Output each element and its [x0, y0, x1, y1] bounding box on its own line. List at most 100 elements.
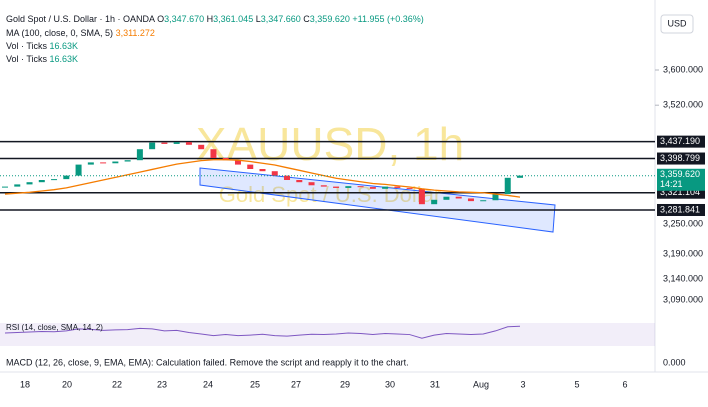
last-price-box — [657, 168, 705, 191]
x-tick-label: 3 — [520, 379, 525, 389]
vol-legend: Vol · Ticks 16.63K — [6, 41, 78, 51]
y-tick-label: 3,600.000 — [663, 64, 703, 74]
candle — [173, 142, 180, 144]
x-tick-label: 30 — [385, 379, 395, 389]
ohlc-label: O — [157, 14, 164, 24]
candle — [198, 144, 205, 150]
candle — [284, 175, 291, 180]
plot: 3,600.000 3,520.000 3,250.000 3,437.190 3,39… — [0, 64, 705, 389]
x-tick-label: 6 — [622, 379, 627, 389]
currency-button[interactable] — [660, 14, 694, 34]
x-tick-label: 18 — [20, 379, 30, 389]
candle — [382, 186, 389, 189]
symbol-name: Gold Spot / U.S. Dollar · 1h · OANDA — [6, 14, 155, 24]
candle — [38, 180, 45, 183]
candle — [394, 186, 401, 188]
ma-line — [4, 159, 521, 198]
ohlc-value: 3,347.670 — [164, 14, 204, 24]
level-label: 3,398.799 — [660, 153, 700, 163]
level-label: 3,437.190 — [660, 136, 700, 146]
volume-axis-label: 3,140.000 — [663, 273, 703, 283]
vol-legend: Vol · Ticks 16.63K — [6, 54, 78, 64]
vol-value: 16.63K — [50, 54, 79, 64]
candle — [63, 175, 70, 180]
x-tick-label: 29 — [340, 379, 350, 389]
candle — [247, 164, 254, 169]
x-tick-label: 5 — [574, 379, 579, 389]
x-tick-label: Aug — [473, 379, 489, 389]
candle — [296, 180, 303, 183]
last-price: 3,359.620 — [660, 169, 700, 179]
candle — [308, 182, 315, 186]
x-tick-label: 24 — [203, 379, 213, 389]
candle — [492, 194, 499, 201]
candle — [259, 169, 266, 172]
y-tick-label: 3,250.000 — [663, 218, 703, 228]
change: +11.955 (+0.36%) — [352, 14, 423, 24]
candle — [271, 171, 278, 176]
candle — [443, 196, 450, 200]
candle — [112, 161, 119, 164]
candle — [100, 162, 107, 164]
candle — [234, 160, 241, 165]
volume-axis-label: 3,090.000 — [663, 294, 703, 304]
ohlc-label: C — [303, 14, 310, 24]
candle — [2, 186, 8, 188]
candle — [51, 179, 58, 181]
x-tick-label: 25 — [250, 379, 260, 389]
x-tick-label: 22 — [112, 379, 122, 389]
candle — [333, 186, 340, 188]
level-label-box — [657, 203, 705, 216]
ohlc-label: H — [207, 14, 214, 24]
candle — [320, 185, 327, 187]
candle — [222, 158, 229, 161]
level-label-box — [657, 152, 705, 165]
candle — [517, 175, 523, 178]
currency[interactable]: USD — [667, 18, 687, 28]
vol-name: Vol · Ticks — [6, 54, 48, 64]
candle — [124, 160, 131, 162]
candle — [210, 149, 217, 158]
candle — [26, 182, 33, 185]
candle — [75, 164, 82, 176]
candle — [149, 142, 156, 150]
x-tick-label: 23 — [157, 379, 167, 389]
ohlc-label: L — [256, 14, 261, 24]
ma-name: MA (100, close, 0, SMA, 5) — [6, 28, 113, 38]
candle — [14, 184, 21, 187]
level-label-box — [657, 135, 705, 148]
y-tick-label: 3,520.000 — [663, 100, 703, 110]
candle — [345, 186, 352, 188]
candle — [504, 177, 511, 195]
ohlc-value: 3,359.620 — [310, 14, 350, 24]
candle — [185, 142, 192, 145]
ma-value: 3,311.272 — [116, 28, 155, 38]
candle — [431, 199, 438, 205]
ohlc-value: 3,347.660 — [261, 14, 301, 24]
vol-name: Vol · Ticks — [6, 41, 48, 51]
candle — [467, 198, 474, 202]
candle — [480, 200, 487, 202]
ohlc-value: 3,361.045 — [213, 14, 253, 24]
candle — [418, 188, 425, 205]
candle — [369, 187, 376, 189]
countdown: 14:21 — [660, 179, 683, 189]
macd-value: 0.000 — [663, 357, 686, 367]
vol-value: 16.63K — [50, 41, 79, 51]
level-label: 3,281.841 — [660, 204, 700, 214]
ma-legend: MA (100, close, 0, SMA, 5) 3,311.272 — [6, 28, 155, 38]
macd-legend: MACD (12, 26, close, 9, EMA, EMA): Calcu… — [6, 357, 409, 367]
rsi-line — [4, 325, 521, 339]
candle — [357, 186, 364, 188]
level-label: 3,321.104 — [660, 187, 700, 197]
rsi-legend: RSI (14, close, SMA, 14, 2) — [6, 323, 103, 332]
candle — [406, 187, 413, 189]
candle — [136, 149, 143, 161]
candle — [161, 142, 168, 144]
x-tick-label: 20 — [62, 379, 72, 389]
volume-axis-label: 3,190.000 — [663, 248, 703, 258]
x-tick-label: 27 — [291, 379, 301, 389]
